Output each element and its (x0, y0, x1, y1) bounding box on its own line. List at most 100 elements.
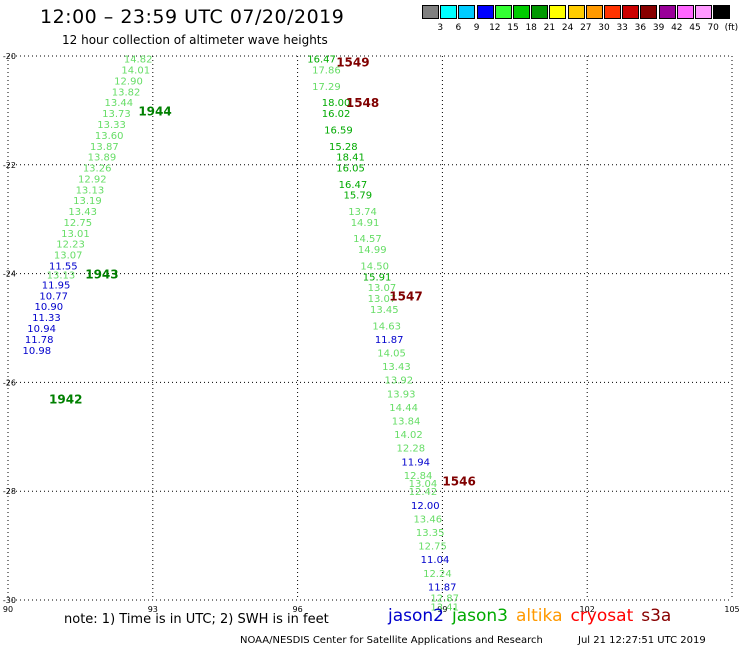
wave-height-value: 16.47 (339, 180, 368, 191)
wave-height-value: 13.89 (88, 153, 117, 164)
wave-height-value: 15.79 (343, 191, 372, 202)
wave-height-value: 13.87 (90, 142, 119, 153)
colorbar-swatch (585, 5, 603, 19)
wave-height-value: 14.63 (372, 321, 401, 332)
wave-height-value: 16.05 (336, 164, 365, 175)
y-tick-label: -20 (3, 52, 16, 61)
wave-height-value: 12.00 (411, 501, 440, 512)
colorbar-label: 12 (489, 23, 501, 33)
colorbar-swatch (422, 5, 439, 19)
wave-height-value: 11.78 (25, 335, 54, 346)
wave-height-value: 14.05 (377, 348, 406, 359)
colorbar-label: 18 (525, 23, 537, 33)
wave-height-value: 14.91 (351, 218, 380, 229)
wave-height-value: 13.35 (416, 528, 445, 539)
y-tick-label: -22 (3, 161, 16, 170)
orbit-number-label: 1943 (85, 268, 118, 282)
colorbar-label: 9 (473, 23, 480, 33)
wave-height-value: 13.92 (384, 376, 413, 387)
orbit-number-label: 1942 (49, 393, 82, 407)
wave-height-value: 13.26 (83, 164, 112, 175)
wave-height-value: 12.75 (64, 218, 93, 229)
wave-height-value: 11.55 (49, 261, 78, 272)
y-tick-label: -24 (3, 270, 16, 279)
y-tick-label: -26 (3, 378, 16, 387)
satellite-legend: jason2 jason3 altika cryosat s3a (388, 606, 679, 626)
legend-item-jason3: jason3 (452, 606, 508, 626)
wave-height-value: 13.07 (368, 294, 397, 305)
wave-height-value: 12.87 (430, 593, 459, 604)
wave-height-value: 16.47 (307, 55, 336, 66)
wave-height-value: 13.74 (348, 207, 377, 218)
wave-height-value: 11.87 (428, 582, 457, 593)
colorbar-swatch (640, 5, 658, 19)
colorbar-swatch (676, 5, 694, 19)
wave-height-value: 14.02 (394, 430, 423, 441)
colorbar-label: 21 (543, 23, 556, 33)
wave-height-value: 12.23 (56, 240, 85, 251)
wave-height-value: 10.98 (22, 346, 51, 357)
wave-height-value: 18.41 (336, 153, 365, 164)
wave-height-value: 12.90 (114, 76, 143, 87)
wave-height-value: 10.77 (39, 291, 68, 302)
orbit-number-label: 1546 (442, 474, 475, 488)
colorbar-label: 30 (598, 23, 610, 33)
wave-height-value: 11.94 (401, 457, 430, 468)
orbit-number-label: 1548 (346, 96, 379, 110)
colorbar-swatch (604, 5, 621, 19)
colorbar-label: 39 (652, 23, 665, 33)
colorbar-label: 3 (437, 23, 444, 33)
wave-height-value: 10.94 (27, 324, 56, 335)
footer-note: note: 1) Time is in UTC; 2) SWH is in fe… (64, 612, 329, 627)
colorbar-swatch (549, 5, 567, 19)
colorbar-label: 27 (580, 23, 592, 33)
colorbar-label: 33 (616, 23, 628, 33)
colorbar-swatch (494, 5, 512, 19)
wave-height-value: 13.43 (68, 207, 97, 218)
wave-height-value: 16.02 (322, 109, 351, 120)
wave-height-value: 15.91 (363, 272, 392, 283)
colorbar-swatch (622, 5, 640, 19)
wave-height-value: 13.13 (47, 271, 76, 282)
colorbar-swatch (567, 5, 585, 19)
wave-height-value: 13.93 (387, 389, 416, 400)
wave-height-value: 13.84 (392, 416, 421, 427)
wave-height-value: 11.04 (421, 555, 450, 566)
colorbar-swatch (531, 5, 549, 19)
wave-height-value: 13.01 (61, 229, 90, 240)
colorbar-swatch (476, 5, 494, 19)
colorbar-label: 24 (561, 23, 574, 33)
x-tick-label: 99 (437, 605, 447, 614)
wave-height-value: 12.42 (409, 487, 438, 498)
legend-item-cryosat: cryosat (570, 606, 634, 626)
wave-height-value: 17.29 (312, 82, 341, 93)
x-tick-label: 102 (580, 605, 595, 614)
wave-height-value: 11.87 (375, 335, 404, 346)
colorbar-label: 42 (671, 23, 683, 33)
wave-height-value: 13.44 (105, 98, 134, 109)
x-tick-label: 96 (293, 605, 303, 614)
wave-height-value: 16.59 (324, 125, 353, 136)
colorbar-swatch (695, 5, 712, 19)
wave-height-value: 13.13 (76, 185, 105, 196)
wave-height-value: 14.01 (121, 66, 150, 77)
wave-height-value: 17.86 (312, 66, 341, 77)
wave-height-value: 18.00 (322, 98, 351, 109)
wave-height-value: 13.07 (368, 283, 397, 294)
credit-line: NOAA/NESDIS Center for Satellite Applica… (240, 635, 543, 646)
wave-height-value: 14.82 (124, 55, 153, 66)
wave-height-value: 13.45 (370, 305, 399, 316)
wave-height-value: 10.90 (35, 302, 64, 313)
wave-height-value: 11.95 (42, 280, 71, 291)
colorbar-label: 70 (707, 23, 719, 33)
x-tick-label: 93 (148, 605, 158, 614)
wave-height-value: 12.24 (423, 569, 452, 580)
colorbar-label: 36 (634, 23, 647, 33)
wave-height-value: 13.41 (430, 603, 459, 614)
colorbar-swatch (658, 5, 676, 19)
wave-height-value: 13.46 (413, 514, 442, 525)
page-subtitle: 12 hour collection of altimeter wave hei… (62, 33, 328, 47)
wave-height-value: 11.33 (32, 313, 61, 324)
legend-item-altika: altika (516, 606, 563, 626)
legend-item-jason2: jason2 (388, 606, 444, 626)
